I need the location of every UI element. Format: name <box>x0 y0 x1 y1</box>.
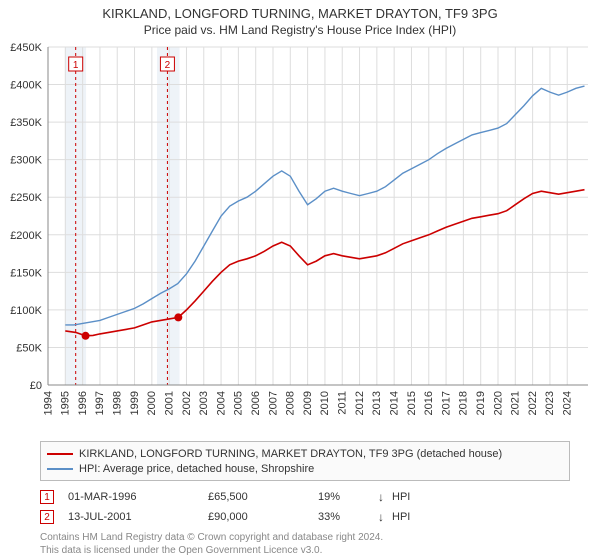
svg-text:£50K: £50K <box>16 342 42 354</box>
svg-text:2011: 2011 <box>337 391 349 415</box>
down-arrow-icon: ↓ <box>378 510 392 524</box>
transaction-price: £65,500 <box>208 491 318 503</box>
svg-text:£200K: £200K <box>10 230 42 242</box>
transaction-pct: 33% <box>318 511 378 523</box>
svg-text:2002: 2002 <box>181 391 193 415</box>
svg-text:2014: 2014 <box>388 391 400 415</box>
svg-text:2023: 2023 <box>544 391 556 415</box>
chart-title-sub: Price paid vs. HM Land Registry's House … <box>0 23 600 37</box>
svg-text:2003: 2003 <box>198 391 210 415</box>
legend-swatch-2 <box>47 468 73 470</box>
legend-label: HPI: Average price, detached house, Shro… <box>79 463 314 475</box>
svg-text:1995: 1995 <box>60 391 72 415</box>
svg-text:2021: 2021 <box>510 391 522 415</box>
legend: KIRKLAND, LONGFORD TURNING, MARKET DRAYT… <box>40 441 570 481</box>
chart-area: 1 2 £0 £50K £100K £150K £200K £250K £300K £350K £4… <box>0 37 600 435</box>
svg-text:£450K: £450K <box>10 42 42 54</box>
chart-svg: 1 2 £0 £50K £100K £150K £200K £250K £300K £350K £4… <box>0 37 600 435</box>
svg-text:1997: 1997 <box>94 391 106 415</box>
transaction-vs: HPI <box>392 491 410 503</box>
svg-text:1996: 1996 <box>77 391 89 415</box>
svg-text:£250K: £250K <box>10 192 42 204</box>
svg-text:£100K: £100K <box>10 305 42 317</box>
svg-text:2005: 2005 <box>233 391 245 415</box>
svg-text:1994: 1994 <box>42 391 54 415</box>
transaction-price: £90,000 <box>208 511 318 523</box>
transaction-marker-icon: 2 <box>40 510 54 524</box>
svg-text:£300K: £300K <box>10 155 42 167</box>
svg-text:2009: 2009 <box>302 391 314 415</box>
svg-text:2008: 2008 <box>285 391 297 415</box>
svg-text:2024: 2024 <box>562 391 574 415</box>
svg-text:2010: 2010 <box>319 391 331 415</box>
svg-text:2019: 2019 <box>475 391 487 415</box>
svg-text:2: 2 <box>165 60 171 71</box>
chart-title-main: KIRKLAND, LONGFORD TURNING, MARKET DRAYT… <box>0 6 600 21</box>
svg-text:1: 1 <box>73 60 79 71</box>
svg-text:2004: 2004 <box>215 391 227 415</box>
transaction-date: 01-MAR-1996 <box>68 491 208 503</box>
chart-title-block: KIRKLAND, LONGFORD TURNING, MARKET DRAYT… <box>0 0 600 37</box>
svg-text:2015: 2015 <box>406 391 418 415</box>
svg-text:2001: 2001 <box>163 391 175 415</box>
transaction-pct: 19% <box>318 491 378 503</box>
svg-text:£150K: £150K <box>10 267 42 279</box>
down-arrow-icon: ↓ <box>378 490 392 504</box>
legend-row: KIRKLAND, LONGFORD TURNING, MARKET DRAYT… <box>47 446 563 461</box>
svg-text:2013: 2013 <box>371 391 383 415</box>
svg-text:1999: 1999 <box>129 391 141 415</box>
transaction-vs: HPI <box>392 511 410 523</box>
svg-text:2020: 2020 <box>492 391 504 415</box>
footer-line: This data is licensed under the Open Gov… <box>40 544 570 557</box>
svg-text:£350K: £350K <box>10 117 42 129</box>
transaction-marker-icon: 1 <box>40 490 54 504</box>
svg-text:2012: 2012 <box>354 391 366 415</box>
transactions-table: 1 01-MAR-1996 £65,500 19% ↓ HPI 2 13-JUL… <box>40 487 570 527</box>
footer-line: Contains HM Land Registry data © Crown c… <box>40 531 570 544</box>
svg-text:2016: 2016 <box>423 391 435 415</box>
legend-row: HPI: Average price, detached house, Shro… <box>47 461 563 476</box>
svg-text:2017: 2017 <box>440 391 452 415</box>
svg-text:2000: 2000 <box>146 391 158 415</box>
legend-label: KIRKLAND, LONGFORD TURNING, MARKET DRAYT… <box>79 448 502 460</box>
legend-swatch-1 <box>47 453 73 455</box>
svg-text:£0: £0 <box>30 380 42 392</box>
transaction-date: 13-JUL-2001 <box>68 511 208 523</box>
table-row: 2 13-JUL-2001 £90,000 33% ↓ HPI <box>40 507 570 527</box>
svg-text:2022: 2022 <box>527 391 539 415</box>
svg-text:1998: 1998 <box>112 391 124 415</box>
table-row: 1 01-MAR-1996 £65,500 19% ↓ HPI <box>40 487 570 507</box>
svg-text:2007: 2007 <box>267 391 279 415</box>
svg-text:2006: 2006 <box>250 391 262 415</box>
footer-attribution: Contains HM Land Registry data © Crown c… <box>40 531 570 557</box>
svg-text:£400K: £400K <box>10 80 42 92</box>
svg-text:2018: 2018 <box>458 391 470 415</box>
